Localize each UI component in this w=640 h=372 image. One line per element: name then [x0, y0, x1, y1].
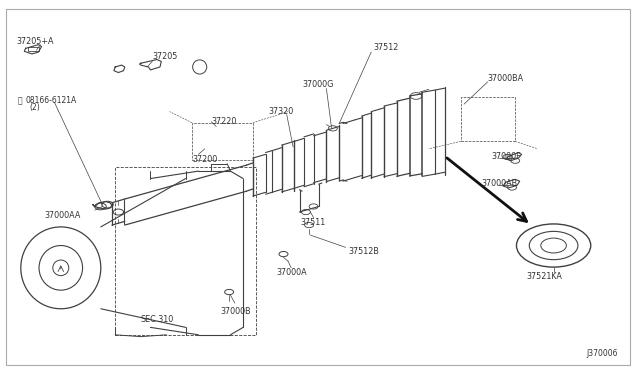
Text: 37205: 37205: [152, 52, 178, 61]
Bar: [461, 97, 515, 141]
Text: 37200: 37200: [192, 155, 217, 164]
Text: SEC.310: SEC.310: [141, 315, 174, 324]
Text: 37205+A: 37205+A: [16, 37, 54, 46]
Text: 37511: 37511: [301, 218, 326, 227]
Text: 37000BA: 37000BA: [488, 74, 524, 83]
Bar: [115, 167, 256, 335]
Text: 37521KA: 37521KA: [526, 272, 562, 280]
Text: 37000F: 37000F: [492, 152, 521, 161]
Text: 37000AB: 37000AB: [481, 179, 517, 187]
Text: 37000B: 37000B: [221, 307, 252, 316]
Text: Ⓑ: Ⓑ: [18, 96, 22, 105]
Text: 37000AA: 37000AA: [45, 211, 81, 220]
Text: J370006: J370006: [586, 349, 618, 358]
Text: 37512: 37512: [373, 43, 399, 52]
Text: 37512B: 37512B: [349, 247, 380, 256]
Text: 37320: 37320: [269, 107, 294, 116]
Text: 08166-6121A: 08166-6121A: [26, 96, 77, 105]
Bar: [192, 123, 253, 160]
Text: 37220: 37220: [211, 117, 237, 126]
Text: (2): (2): [29, 103, 40, 112]
Bar: [28, 47, 39, 51]
Text: 37000A: 37000A: [276, 268, 307, 277]
Text: 37000G: 37000G: [302, 80, 333, 89]
